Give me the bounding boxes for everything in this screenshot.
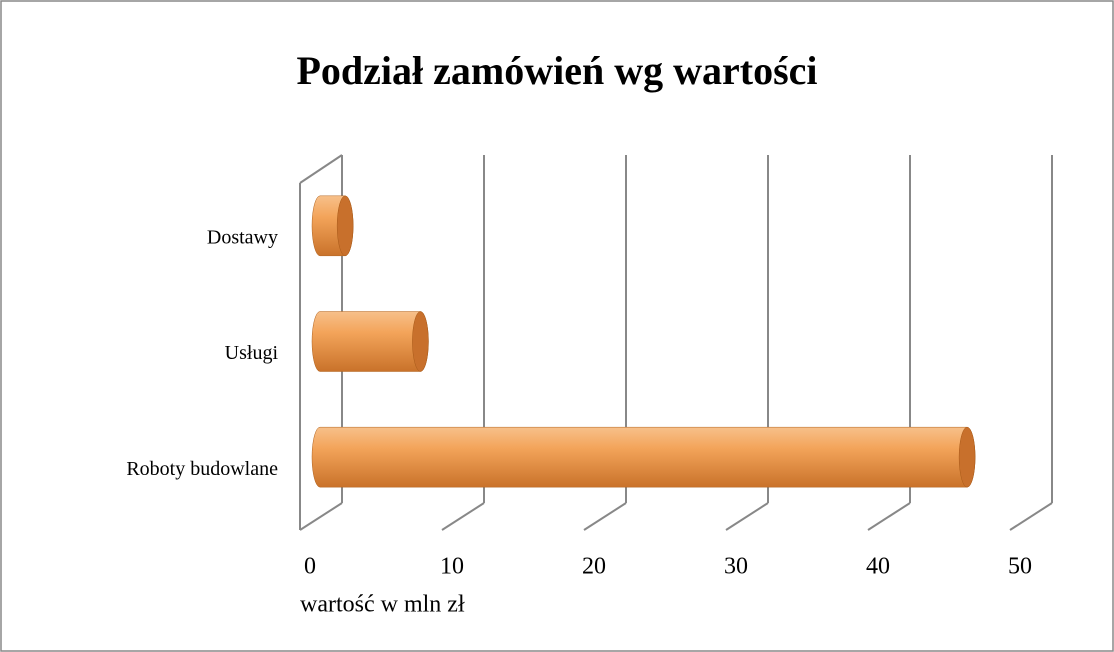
y-tick-label: Roboty budowlane — [126, 458, 278, 480]
grid-line-floor — [725, 502, 769, 531]
grid-line-floor — [583, 502, 627, 531]
x-tick-label: 20 — [582, 554, 606, 580]
x-tick-label: 50 — [1008, 554, 1032, 580]
wall-edge — [299, 154, 343, 184]
bar-cap — [412, 311, 429, 372]
bar — [311, 311, 429, 372]
chart-title: Podział zamówień wg wartości — [296, 48, 817, 93]
x-tick-label: 30 — [724, 554, 748, 580]
x-axis-label: wartość w mln zł — [300, 592, 465, 618]
y-tick-label: Usługi — [225, 342, 279, 364]
grid-line-floor — [1009, 502, 1053, 531]
y-tick-label: Dostawy — [207, 226, 278, 248]
x-tick-label: 40 — [866, 554, 890, 580]
x-tick-label: 0 — [304, 554, 316, 580]
bar — [311, 426, 976, 488]
bar-cap — [336, 195, 354, 257]
bar-cap — [958, 426, 976, 488]
grid-line-floor — [299, 502, 343, 531]
grid-line-floor — [441, 502, 485, 531]
x-tick-label: 10 — [440, 554, 464, 580]
grid-line-floor — [867, 502, 911, 531]
